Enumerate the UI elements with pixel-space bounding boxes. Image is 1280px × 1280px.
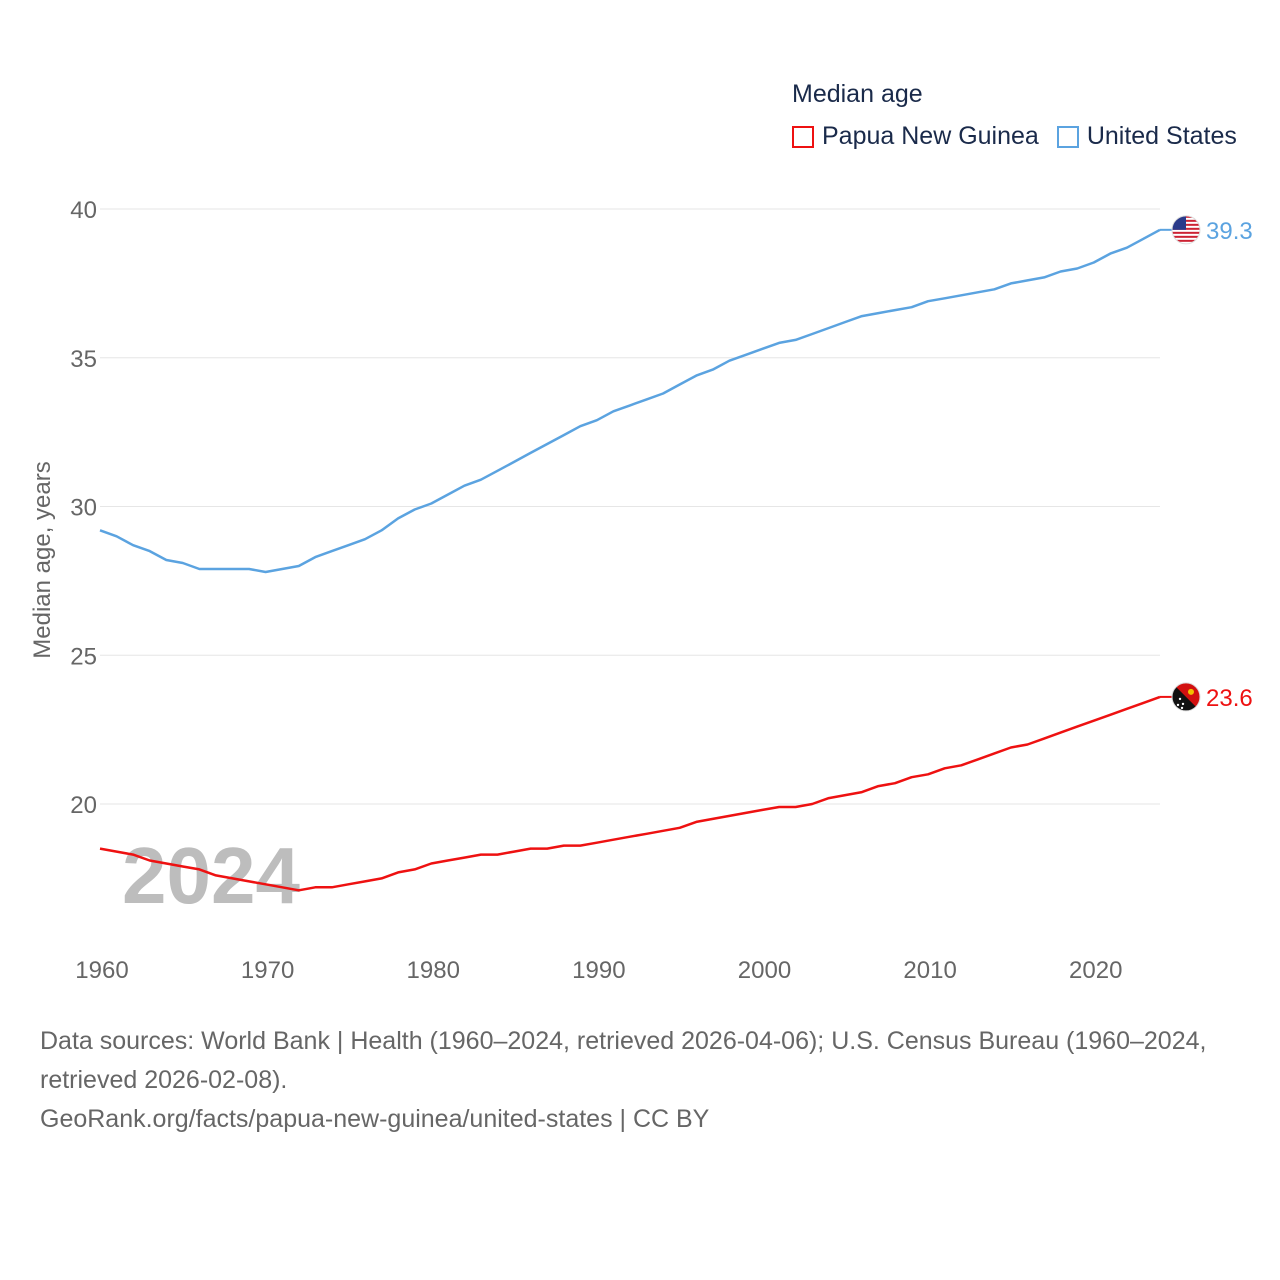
y-tick-labels: 20 25 30 35 40 <box>70 197 97 819</box>
x-tick-label: 1970 <box>241 957 294 984</box>
series-line-united-states <box>99 228 1161 574</box>
x-tick-label: 2020 <box>1069 957 1122 984</box>
x-tick-label: 1990 <box>572 957 625 984</box>
x-tick-labels: 1960 1970 1980 1990 2000 2010 2020 <box>75 957 1122 984</box>
flag-icon-united-states <box>1171 215 1201 245</box>
legend-swatch-papua-new-guinea <box>792 125 814 148</box>
y-tick-label: 20 <box>70 792 97 819</box>
end-markers: 39.3 23.6 <box>1160 215 1253 712</box>
y-tick-label: 40 <box>70 197 97 224</box>
legend: Papua New Guinea United States <box>792 122 1255 151</box>
footer-link[interactable]: GeoRank.org/facts/papua-new-guinea/unite… <box>40 1105 710 1133</box>
y-tick-label: 35 <box>70 346 97 373</box>
legend-item-papua-new-guinea[interactable]: Papua New Guinea <box>792 122 1039 151</box>
footer-sources-line-2: retrieved 2026-02-08). <box>40 1066 288 1094</box>
gridlines <box>100 208 1160 805</box>
year-watermark: 2024 <box>122 831 300 920</box>
series-lines <box>99 228 1161 892</box>
y-tick-label: 30 <box>70 495 97 522</box>
series-line-papua-new-guinea <box>99 695 1161 892</box>
end-value-label-united-states: 39.3 <box>1206 218 1253 245</box>
legend-swatch-united-states <box>1056 125 1079 148</box>
x-tick-label: 2010 <box>903 957 956 984</box>
legend-label-papua-new-guinea: Papua New Guinea <box>822 122 1039 150</box>
legend-label-united-states: United States <box>1086 122 1237 150</box>
x-tick-label: 1980 <box>407 957 460 984</box>
x-tick-label: 1960 <box>75 957 128 984</box>
footer: Data sources: World Bank | Health (1960–… <box>40 1022 1260 1139</box>
y-tick-label: 25 <box>70 643 97 670</box>
legend-item-united-states[interactable]: United States <box>1056 122 1237 151</box>
x-tick-label: 2000 <box>738 957 791 984</box>
legend-title: Median age <box>792 80 923 108</box>
y-axis-title: Median age, years <box>29 461 56 658</box>
end-value-label-papua-new-guinea: 23.6 <box>1206 685 1253 712</box>
footer-sources-line-1: Data sources: World Bank | Health (1960–… <box>40 1027 1207 1055</box>
flag-icon-papua-new-guinea <box>1171 682 1201 712</box>
